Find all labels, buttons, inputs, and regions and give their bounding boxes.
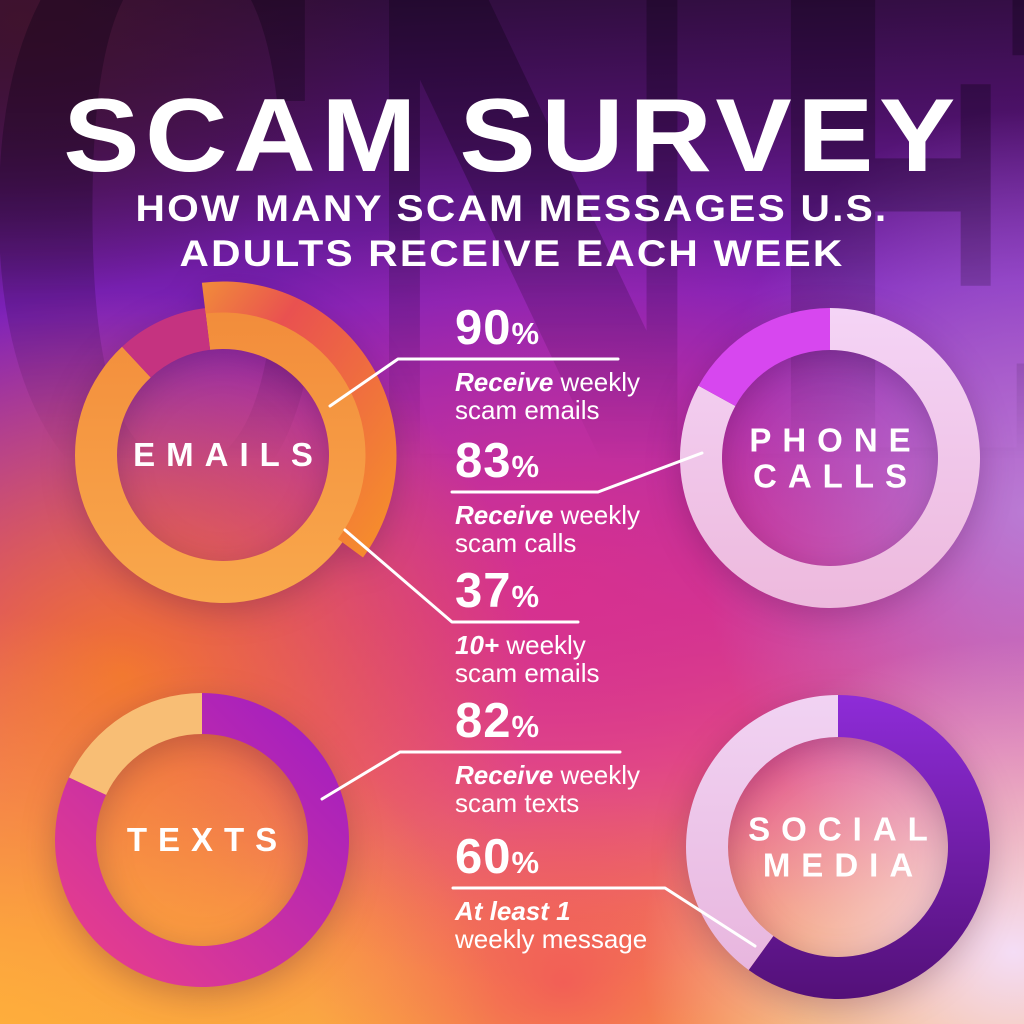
percent-sign: % — [511, 449, 540, 484]
subtitle-line-1: HOW MANY SCAM MESSAGES U.S. — [135, 188, 889, 229]
stat-description: 10+ weekly scam emails — [455, 630, 600, 688]
donut-label-emails: EMAILS — [133, 436, 324, 474]
stat-value: 82% — [455, 694, 540, 748]
percent-sign: % — [511, 316, 540, 351]
stat-description: Receive weekly scam calls — [455, 500, 641, 558]
donut-texts-segment-remainder — [68, 693, 203, 795]
stat-description: At least 1 weekly message — [455, 896, 648, 954]
percent-sign: % — [511, 709, 540, 744]
percent-sign: % — [511, 579, 540, 614]
stat-social-media-60: 60% At least 1 weekly message — [455, 832, 715, 953]
page-title: SCAM SURVEY — [63, 78, 961, 194]
stat-value: 37% — [455, 564, 540, 618]
stat-value: 60% — [455, 830, 540, 884]
stat-emails-90: 90% Receive weekly scam emails — [455, 303, 715, 424]
stat-value: 90% — [455, 301, 540, 355]
donut-label-texts: TEXTS — [126, 821, 289, 859]
stat-description: Receive weekly scam texts — [455, 760, 641, 818]
donut-label-social-media: SOCIAL MEDIA — [748, 810, 939, 883]
stat-value: 83% — [455, 434, 540, 488]
percent-sign: % — [511, 845, 540, 880]
donut-label-phone-calls: PHONE CALLS — [749, 421, 922, 494]
stat-description: Receive weekly scam emails — [455, 367, 641, 425]
stat-emails-37: 37% 10+ weekly scam emails — [455, 566, 715, 687]
stat-phone-calls-83: 83% Receive weekly scam calls — [455, 436, 715, 557]
stat-texts-82: 82% Receive weekly scam texts — [455, 696, 715, 817]
page-subtitle: HOW MANY SCAM MESSAGES U.S. ADULTS RECEI… — [0, 186, 1024, 276]
subtitle-line-2: ADULTS RECEIVE EACH WEEK — [179, 233, 845, 275]
